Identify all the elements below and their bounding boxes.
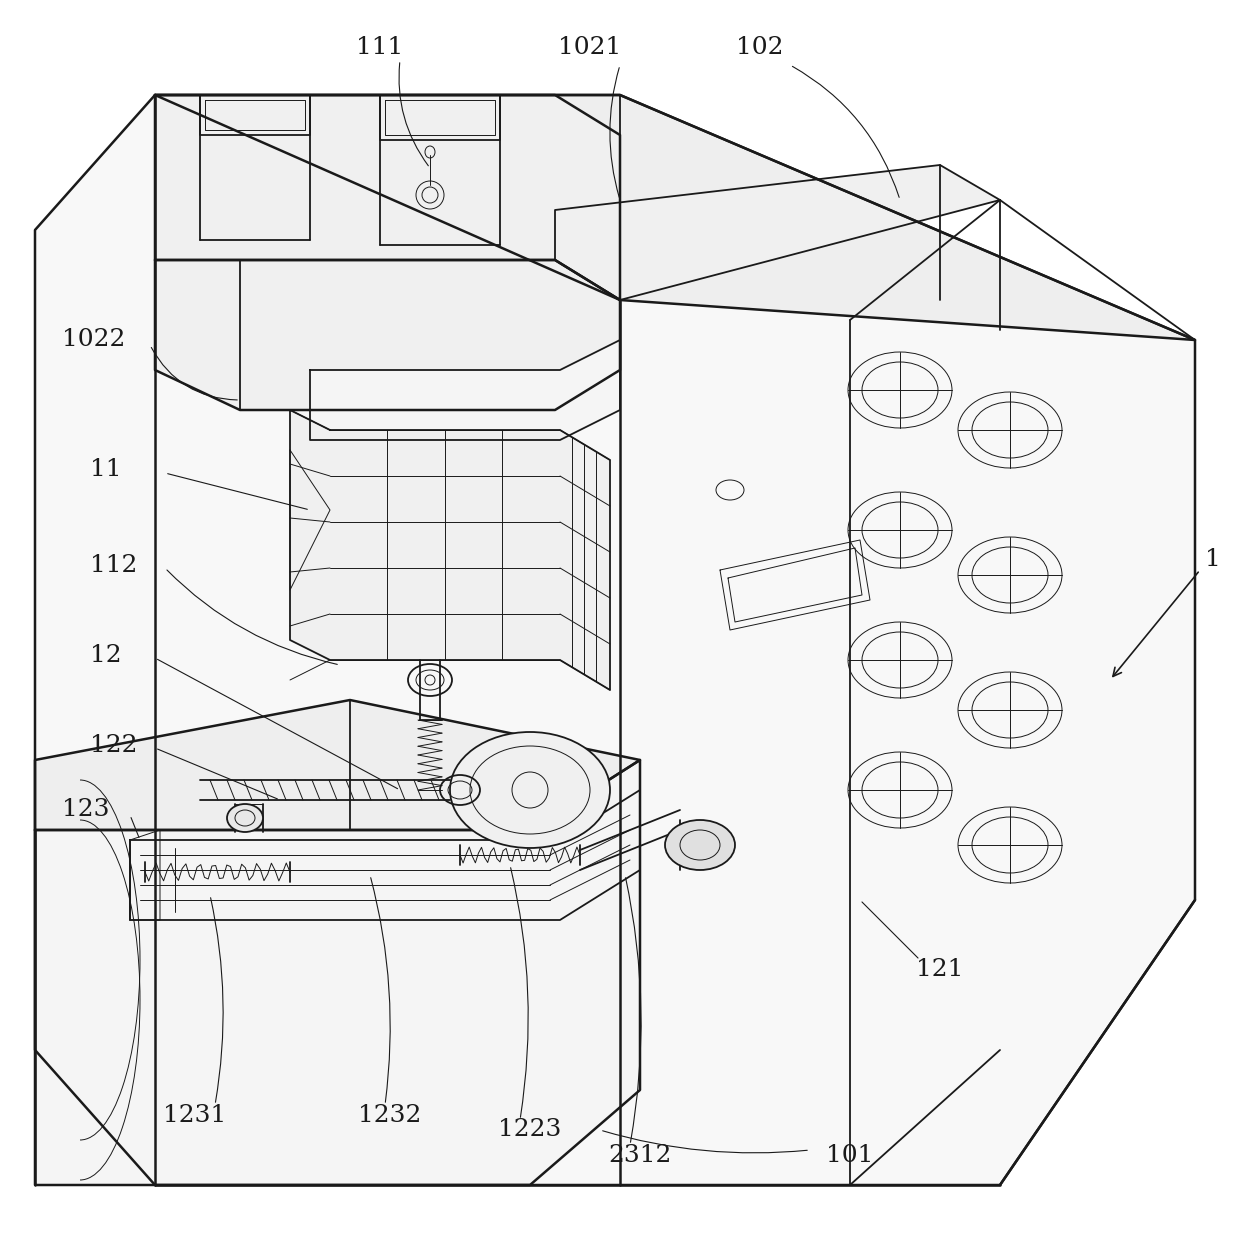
Text: 123: 123 — [62, 798, 109, 822]
Polygon shape — [290, 410, 610, 690]
Polygon shape — [155, 261, 620, 410]
Polygon shape — [155, 96, 1195, 340]
Polygon shape — [310, 340, 620, 441]
Text: 111: 111 — [356, 36, 404, 60]
Text: 2312: 2312 — [609, 1143, 672, 1167]
Text: 101: 101 — [826, 1143, 874, 1167]
Polygon shape — [130, 830, 160, 920]
Text: 12: 12 — [91, 644, 122, 666]
Text: 121: 121 — [916, 958, 963, 982]
Text: 1223: 1223 — [498, 1118, 562, 1142]
Ellipse shape — [227, 804, 263, 831]
Text: 1231: 1231 — [164, 1103, 227, 1127]
Text: 112: 112 — [91, 553, 138, 577]
Text: 1: 1 — [1205, 549, 1220, 572]
Polygon shape — [35, 700, 640, 830]
Text: 122: 122 — [91, 733, 138, 757]
Text: 1232: 1232 — [358, 1103, 422, 1127]
Ellipse shape — [450, 732, 610, 848]
Text: 1022: 1022 — [62, 329, 125, 351]
Polygon shape — [35, 96, 1195, 1185]
Polygon shape — [130, 791, 640, 920]
Polygon shape — [556, 165, 999, 300]
Polygon shape — [35, 759, 640, 1185]
Ellipse shape — [665, 820, 735, 870]
Text: 11: 11 — [91, 458, 122, 482]
Text: 1021: 1021 — [558, 36, 621, 60]
Polygon shape — [155, 96, 620, 300]
Text: 102: 102 — [737, 36, 784, 60]
